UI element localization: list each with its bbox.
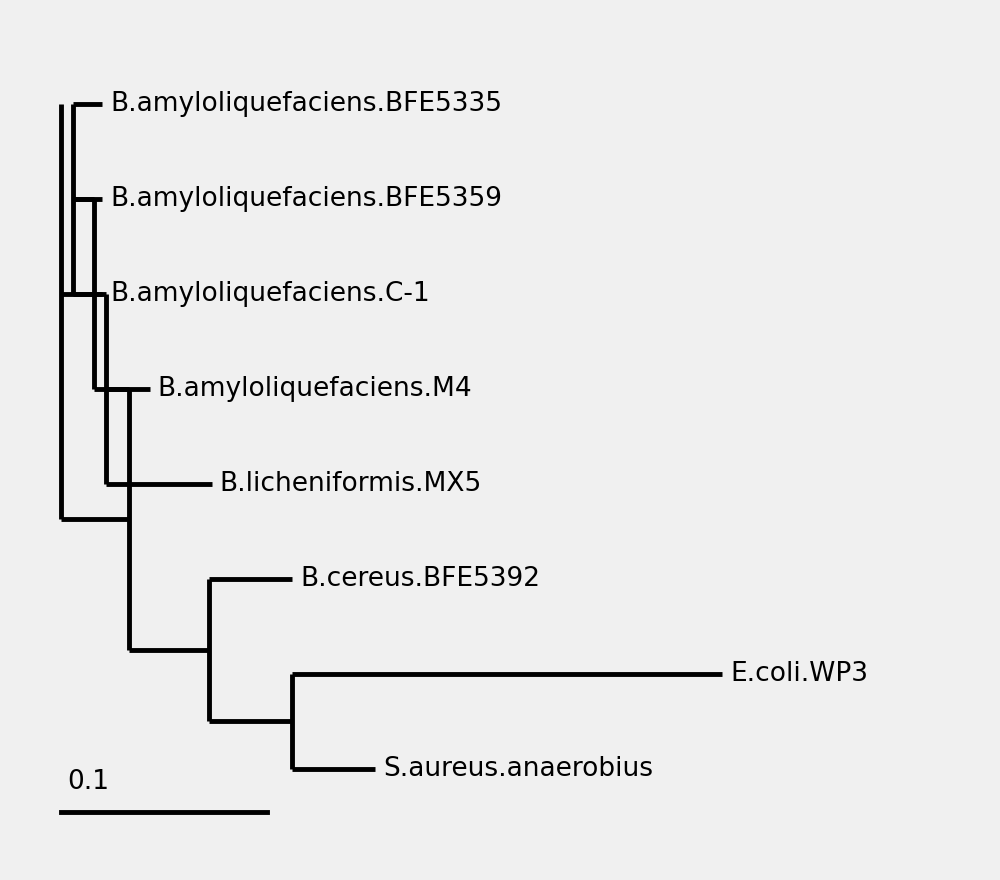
Text: B.cereus.BFE5392: B.cereus.BFE5392 [300, 566, 540, 591]
Text: S.aureus.anaerobius: S.aureus.anaerobius [383, 756, 653, 781]
Text: B.amyloliquefaciens.M4: B.amyloliquefaciens.M4 [158, 376, 472, 402]
Text: E.coli.WP3: E.coli.WP3 [730, 661, 868, 686]
Text: B.licheniformis.MX5: B.licheniformis.MX5 [220, 471, 482, 497]
Text: B.amyloliquefaciens.BFE5359: B.amyloliquefaciens.BFE5359 [110, 186, 502, 212]
Text: B.amyloliquefaciens.C-1: B.amyloliquefaciens.C-1 [110, 281, 430, 307]
Text: B.amyloliquefaciens.BFE5335: B.amyloliquefaciens.BFE5335 [110, 91, 502, 117]
Text: 0.1: 0.1 [67, 769, 109, 796]
